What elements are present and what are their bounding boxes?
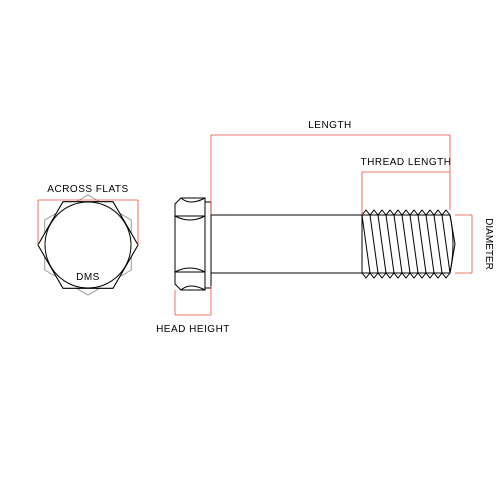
dim-thread-length: THREAD LENGTH bbox=[361, 157, 452, 215]
bolt-side-view bbox=[175, 198, 455, 290]
label-thread-length: THREAD LENGTH bbox=[361, 157, 452, 168]
bolt-diagram: ACROSS FLATS DMS bbox=[0, 0, 500, 500]
label-dms: DMS bbox=[76, 272, 100, 283]
label-diameter: DIAMETER bbox=[483, 218, 494, 270]
label-across-flats: ACROSS FLATS bbox=[47, 184, 128, 195]
dim-head-height: HEAD HEIGHT bbox=[156, 286, 230, 335]
hex-front-view bbox=[26, 180, 151, 310]
label-length: LENGTH bbox=[308, 120, 352, 131]
thread-region bbox=[362, 210, 455, 278]
label-head-height: HEAD HEIGHT bbox=[156, 324, 230, 335]
dim-diameter: DIAMETER bbox=[455, 215, 494, 273]
